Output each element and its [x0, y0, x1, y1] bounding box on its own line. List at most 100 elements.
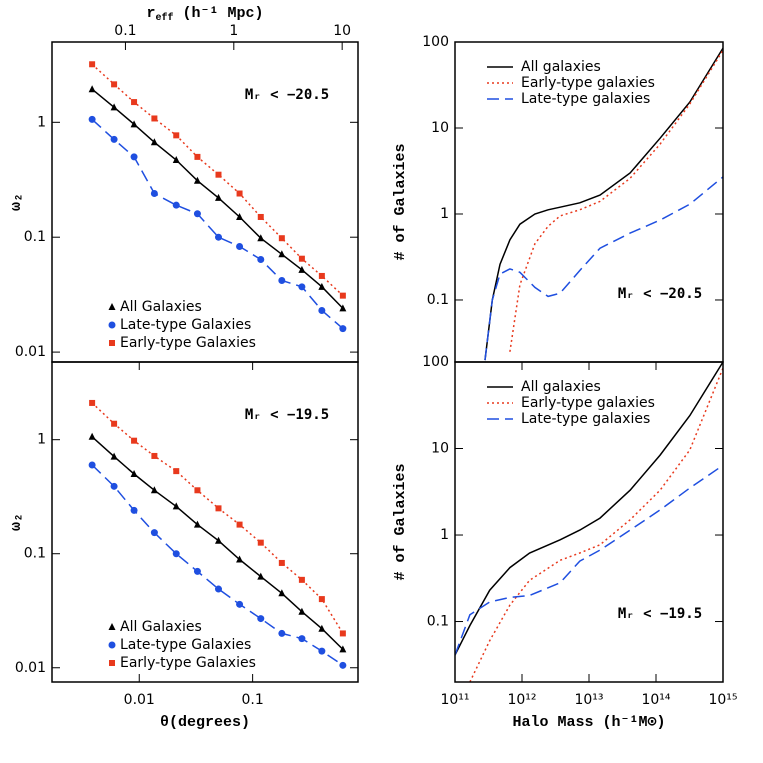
point: [278, 629, 286, 637]
legend-label: Late-type Galaxies: [120, 637, 251, 653]
point: [88, 461, 96, 469]
point: [172, 155, 180, 163]
legend-label: All Galaxies: [120, 619, 202, 635]
point: [236, 190, 243, 197]
series-line: [91, 402, 344, 634]
x-tick-label: 0.1: [241, 692, 263, 708]
point: [88, 432, 96, 440]
series-line: [469, 367, 723, 682]
legend-label: Early-type galaxies: [521, 75, 655, 91]
point: [150, 138, 158, 146]
point: [214, 193, 222, 201]
point: [236, 555, 244, 563]
y-tick-label: 0.1: [427, 614, 449, 630]
point: [298, 576, 305, 583]
point: [110, 135, 118, 143]
y-tick-label: 10: [431, 120, 449, 136]
y-tick-label: 1: [37, 114, 46, 130]
legend-label: Late-type galaxies: [521, 91, 650, 107]
point: [172, 201, 180, 209]
point: [172, 502, 180, 510]
point: [318, 272, 325, 279]
y-tick-label: 1: [440, 527, 449, 543]
point: [339, 325, 347, 333]
y-tick-label: 100: [422, 34, 449, 50]
point: [278, 589, 286, 597]
point: [110, 482, 118, 490]
legend-marker: [108, 303, 116, 310]
y-tick-label: 10: [431, 441, 449, 457]
point: [89, 61, 96, 68]
legend-label: Late-type Galaxies: [120, 317, 251, 333]
point: [194, 487, 201, 494]
series-line: [91, 464, 344, 666]
legend-label: Early-type Galaxies: [120, 335, 256, 351]
x-tick-label: 10¹⁴: [641, 692, 670, 708]
point: [150, 529, 158, 537]
y-axis-label: ω₂: [8, 193, 25, 211]
point: [236, 212, 244, 220]
point: [193, 210, 201, 218]
point: [236, 243, 244, 251]
point: [278, 559, 285, 566]
y-tick-label: 0.1: [24, 546, 46, 562]
legend-marker: [108, 321, 116, 329]
point: [172, 550, 180, 558]
point: [131, 99, 138, 106]
legend-label: Late-type galaxies: [521, 411, 650, 427]
point: [150, 486, 158, 494]
point: [318, 307, 326, 315]
plot-area: [88, 61, 347, 333]
x2-tick-label: 1: [229, 23, 238, 39]
point: [298, 255, 305, 262]
point: [257, 213, 264, 220]
x2-tick-label: 0.1: [114, 23, 136, 39]
point: [130, 153, 138, 161]
point: [130, 120, 138, 128]
point: [318, 596, 325, 603]
annotation: Mᵣ < −19.5: [618, 606, 702, 622]
point: [89, 399, 96, 406]
point: [339, 661, 347, 669]
point: [339, 292, 346, 299]
point: [130, 506, 138, 514]
point: [111, 81, 118, 88]
legend-marker: [108, 623, 116, 630]
point: [173, 132, 180, 139]
x-tick-label: 10¹¹: [440, 692, 469, 708]
point: [339, 630, 346, 637]
point: [110, 103, 118, 111]
point: [111, 420, 118, 427]
point: [257, 234, 265, 242]
x2-axis-label-part: (h⁻¹ Mpc): [173, 5, 263, 22]
plot-area: [88, 399, 347, 669]
point: [110, 452, 118, 460]
point: [214, 536, 222, 544]
frame: [454, 361, 724, 683]
annotation: Mᵣ < −20.5: [245, 87, 329, 103]
point: [257, 255, 265, 263]
point: [193, 176, 201, 184]
x-axis-label: θ(degrees): [160, 714, 250, 731]
point: [298, 635, 306, 643]
point: [173, 468, 180, 475]
point: [257, 539, 264, 546]
series-line: [484, 47, 723, 361]
frame: [51, 361, 359, 683]
series-line: [455, 464, 723, 656]
point: [151, 452, 158, 459]
point: [193, 520, 201, 528]
y-tick-label: 100: [422, 354, 449, 370]
y-tick-label: 1: [440, 206, 449, 222]
point: [193, 567, 201, 575]
legend-label: All Galaxies: [120, 299, 202, 315]
y-tick-label: 0.01: [15, 344, 46, 360]
point: [215, 171, 222, 178]
x-tick-label: 10¹²: [507, 692, 536, 708]
legend-marker: [109, 340, 115, 346]
point: [257, 572, 265, 580]
series-line: [91, 118, 344, 330]
legend-marker: [109, 660, 115, 666]
x-tick-label: 10¹³: [574, 692, 603, 708]
point: [214, 585, 222, 593]
